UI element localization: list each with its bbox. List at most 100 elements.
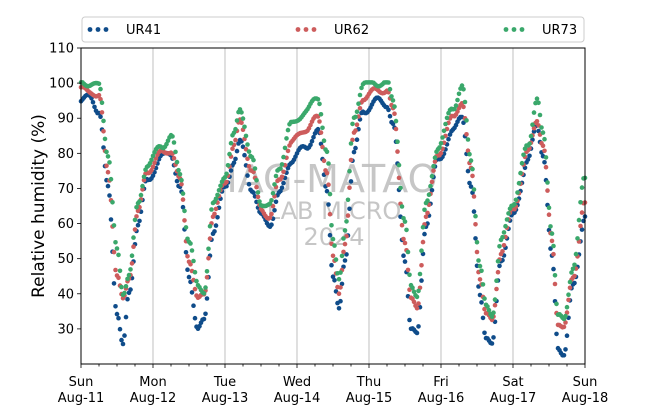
data-point: [392, 104, 397, 109]
y-tick-label: 60: [57, 217, 74, 232]
data-point: [531, 129, 537, 134]
data-point: [119, 284, 124, 290]
data-point: [471, 187, 477, 192]
data-point: [492, 302, 498, 308]
data-point: [333, 257, 339, 262]
data-point: [318, 130, 324, 135]
legend-marker: [511, 27, 517, 32]
data-point: [564, 310, 570, 315]
data-point: [150, 173, 156, 179]
data-point: [407, 317, 412, 323]
data-point: [231, 160, 237, 165]
data-point: [206, 255, 211, 261]
data-point: [192, 315, 198, 321]
data-point: [579, 185, 585, 190]
data-point: [579, 227, 585, 232]
data-point: [527, 153, 532, 159]
data-point: [116, 275, 121, 281]
legend-item-UR41: UR41: [87, 23, 161, 38]
data-point: [174, 178, 180, 184]
data-point: [443, 121, 448, 127]
data-point: [486, 307, 492, 313]
legend-marker: [103, 27, 109, 32]
data-point: [422, 207, 427, 213]
data-point: [131, 235, 136, 240]
data-point: [441, 128, 447, 134]
data-point: [317, 119, 322, 124]
data-point: [281, 180, 286, 186]
data-point: [245, 156, 250, 162]
data-point: [185, 267, 190, 273]
data-point: [474, 249, 480, 255]
data-point: [102, 136, 108, 142]
data-point: [254, 184, 259, 190]
data-point: [183, 225, 189, 230]
data-point: [105, 169, 111, 175]
data-point: [546, 212, 552, 217]
x-tick-label-day: Sun: [573, 375, 598, 390]
data-point: [428, 183, 433, 189]
data-point: [353, 128, 358, 133]
data-point: [284, 136, 289, 141]
data-point: [107, 193, 112, 198]
data-point: [348, 179, 354, 184]
data-point: [315, 126, 321, 132]
data-point: [114, 311, 120, 317]
data-point: [153, 156, 159, 161]
data-point: [147, 161, 153, 166]
data-point: [255, 190, 261, 195]
data-point: [572, 273, 577, 279]
data-point: [116, 252, 121, 258]
data-point: [440, 135, 445, 140]
data-point: [357, 106, 363, 111]
data-point: [269, 211, 274, 217]
x-tick-label-date: Aug-13: [202, 391, 249, 406]
data-point: [350, 137, 355, 143]
legend-label: UR73: [542, 23, 577, 38]
data-point: [308, 142, 313, 148]
data-point: [324, 149, 330, 155]
data-point: [114, 246, 120, 251]
data-point: [233, 137, 238, 143]
data-point: [135, 222, 141, 228]
data-point: [482, 306, 487, 312]
data-point: [138, 192, 144, 198]
data-point: [242, 152, 247, 158]
data-point: [332, 278, 337, 283]
data-point: [515, 190, 520, 195]
data-point: [113, 304, 118, 309]
data-point: [393, 126, 399, 132]
y-tick-label: 40: [57, 287, 74, 302]
data-point: [548, 246, 553, 251]
data-point: [536, 128, 541, 134]
data-point: [429, 188, 435, 193]
data-point: [141, 177, 147, 183]
data-point: [468, 184, 474, 189]
data-point: [209, 207, 214, 212]
data-point: [569, 270, 574, 275]
x-tick-label-day: Thu: [356, 375, 381, 390]
data-point: [425, 198, 430, 203]
data-point: [389, 94, 394, 99]
data-point: [482, 296, 487, 301]
data-point: [518, 170, 523, 176]
data-point: [564, 304, 570, 310]
data-point: [573, 251, 579, 257]
data-point: [186, 274, 192, 280]
data-point: [135, 208, 141, 214]
data-point: [554, 301, 559, 307]
data-point: [545, 188, 550, 193]
data-point: [213, 206, 219, 212]
data-point: [414, 330, 420, 336]
data-point: [567, 279, 573, 285]
data-point: [131, 244, 136, 249]
data-point: [203, 285, 208, 290]
data-point: [285, 127, 291, 133]
data-point: [224, 171, 229, 177]
data-point: [414, 305, 420, 311]
data-point: [281, 169, 286, 175]
data-point: [218, 183, 223, 189]
data-point: [429, 173, 435, 179]
data-point: [123, 314, 129, 320]
data-point: [459, 83, 465, 88]
